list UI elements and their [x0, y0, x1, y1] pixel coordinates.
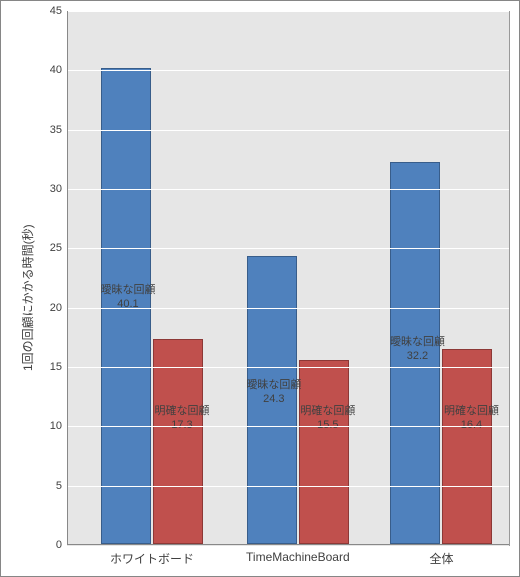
bar-data-label: 曖昧な回顧24.3	[244, 379, 304, 407]
bars-layer: 曖昧な回顧40.1明確な回顧17.3曖昧な回顧24.3明確な回顧15.5曖昧な回…	[68, 11, 509, 544]
y-tick-label: 15	[50, 361, 68, 373]
bar-data-label: 明確な回顧15.5	[298, 405, 358, 433]
grid-line	[68, 11, 509, 12]
y-axis-title: 1回の回顧にかかる時間(秒)	[19, 225, 36, 372]
y-tick-label: 25	[50, 242, 68, 254]
bar	[299, 360, 349, 544]
grid-line	[68, 486, 509, 487]
grid-line	[68, 70, 509, 71]
y-tick-label: 45	[50, 5, 68, 17]
y-tick-label: 35	[50, 124, 68, 136]
grid-line	[68, 426, 509, 427]
bar-data-label: 明確な回顧16.4	[441, 405, 501, 433]
y-tick-label: 20	[50, 302, 68, 314]
grid-line	[68, 308, 509, 309]
x-category-label: TimeMachineBoard	[246, 544, 350, 564]
bar	[153, 339, 203, 544]
grid-line	[68, 130, 509, 131]
bar	[442, 349, 492, 544]
y-tick-label: 30	[50, 183, 68, 195]
plot-area: 曖昧な回顧40.1明確な回顧17.3曖昧な回顧24.3明確な回顧15.5曖昧な回…	[67, 11, 509, 545]
y-tick-label: 10	[50, 420, 68, 432]
grid-line	[68, 189, 509, 190]
grid-line	[68, 367, 509, 368]
bar-data-label: 曖昧な回顧32.2	[387, 336, 447, 364]
y-tick-label: 0	[56, 539, 68, 551]
y-tick-label: 5	[56, 480, 68, 492]
chart-frame: 曖昧な回顧40.1明確な回顧17.3曖昧な回顧24.3明確な回顧15.5曖昧な回…	[0, 0, 520, 577]
x-category-label: ホワイトボード	[110, 544, 194, 567]
y-tick-label: 40	[50, 64, 68, 76]
grid-line	[68, 248, 509, 249]
bar-data-label: 明確な回顧17.3	[152, 405, 212, 433]
x-category-label: 全体	[429, 544, 453, 567]
